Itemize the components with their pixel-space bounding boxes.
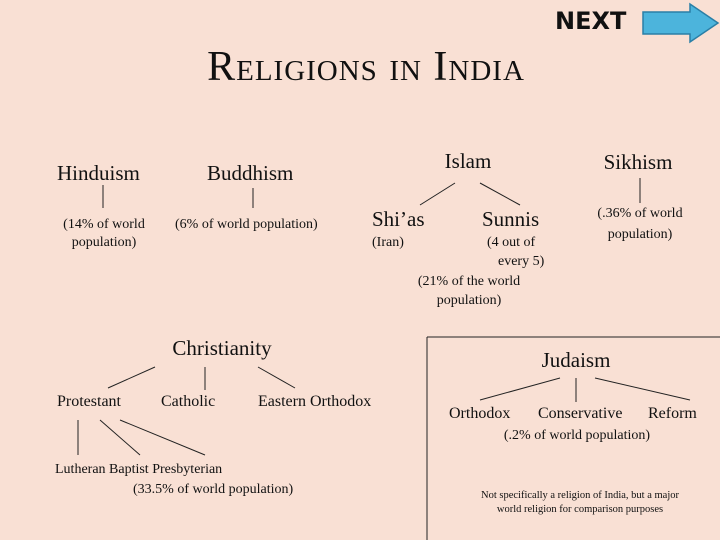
note: (.36% of world (597, 206, 683, 221)
branch: Catholic (161, 393, 216, 410)
religion: Judaism (541, 348, 611, 372)
note: (33.5% of world population) (133, 482, 294, 497)
connector (99, 419, 141, 456)
footnote: Not specifically a religion of India, bu… (481, 490, 679, 501)
note: population) (436, 293, 502, 308)
connector (119, 419, 206, 456)
branch: Sunnis (482, 207, 540, 231)
note: population) (71, 235, 137, 250)
connector (479, 377, 561, 401)
note: (Iran) (372, 235, 404, 250)
religion: Islam (444, 149, 492, 173)
note: (6% of world population) (175, 217, 318, 232)
note: (14% of world (63, 217, 145, 232)
religion: Buddhism (207, 161, 294, 185)
branch: Orthodox (449, 405, 511, 422)
note: population) (607, 227, 673, 242)
note: (4 out of (487, 235, 536, 250)
note: (21% of the world (417, 274, 521, 289)
connector (594, 377, 691, 401)
connector (257, 366, 296, 389)
branch: Reform (648, 405, 697, 422)
branch: Eastern Orthodox (258, 393, 372, 410)
religion: Hinduism (57, 161, 140, 185)
connector (107, 366, 156, 389)
connector (479, 182, 521, 206)
branch: Protestant (57, 393, 121, 410)
branch: Conservative (538, 405, 623, 422)
note: every 5) (498, 254, 545, 269)
religion: Christianity (172, 336, 272, 360)
title: Religions in India (207, 44, 525, 90)
denominations: Lutheran Baptist Presbyterian (55, 462, 223, 477)
connector (419, 182, 456, 206)
footnote: world religion for comparison purposes (496, 504, 664, 515)
religion: Sikhism (603, 150, 673, 174)
branch: Shi’as (372, 207, 425, 231)
next-button[interactable] (642, 2, 720, 44)
note: (.2% of world population) (503, 428, 651, 443)
next-label[interactable]: NEXT (555, 7, 627, 35)
next-arrow[interactable] (642, 2, 720, 44)
